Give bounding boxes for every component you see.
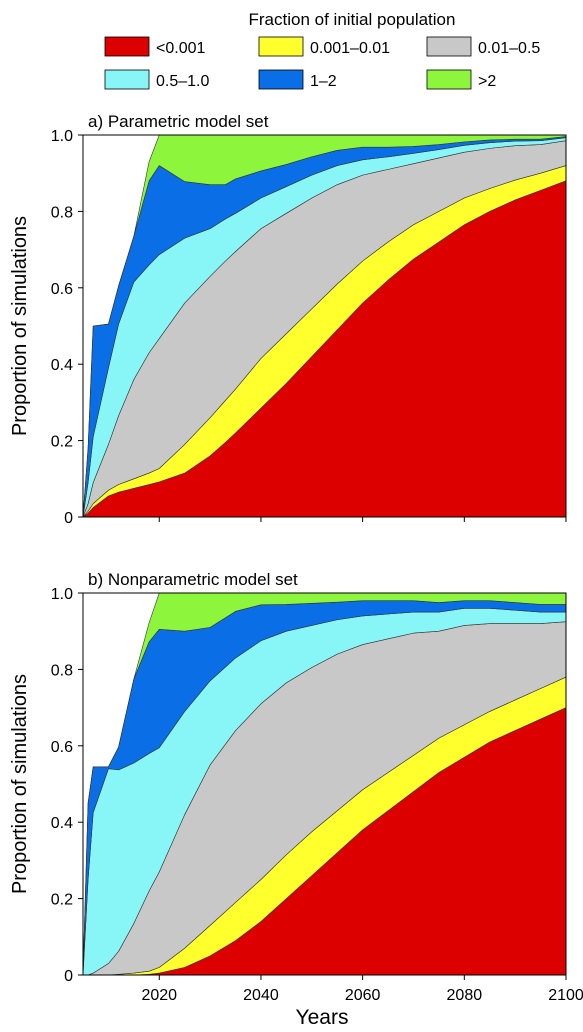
x-tick-label: 2100	[548, 987, 583, 1004]
panel-title: b) Nonparametric model set	[88, 570, 298, 589]
legend-swatch	[104, 36, 150, 57]
y-tick-label: 0.4	[51, 815, 73, 832]
legend: Fraction of initial population <0.001 0.0…	[104, 10, 540, 90]
y-tick-label: 0.6	[51, 281, 73, 298]
x-tick-label: 2080	[447, 987, 483, 1004]
legend-label: 1–2	[310, 73, 337, 90]
legend-label: 0.5–1.0	[156, 73, 209, 90]
y-tick-label: 0.8	[51, 662, 73, 679]
panel-parametric: 0 0.2 0.4 0.6 0.8 1.0 a) Parametric model set P…	[9, 112, 567, 527]
panel-title: a) Parametric model set	[88, 112, 269, 131]
legend-item-lt-0-001: <0.001	[104, 36, 205, 57]
plot-frame	[82, 592, 567, 976]
legend-swatch	[258, 36, 304, 57]
y-tick-label: 0.6	[51, 739, 73, 756]
x-axis: 2020 2040 2060 2080 2100	[141, 975, 583, 1004]
y-tick-label: 0	[64, 510, 73, 527]
y-tick-label: 0.2	[51, 434, 73, 451]
y-tick-label: 0.4	[51, 357, 73, 374]
area-series	[82, 592, 567, 976]
y-axis: 0 0.2 0.4 0.6 0.8 1.0	[51, 586, 83, 985]
y-tick-label: 0	[64, 968, 73, 985]
x-axis	[158, 517, 567, 522]
legend-item-gt-2: >2	[426, 69, 496, 90]
legend-item-0-01-0-5: 0.01–0.5	[426, 36, 540, 57]
y-axis: 0 0.2 0.4 0.6 0.8 1.0	[51, 128, 83, 527]
x-tick-label: 2040	[243, 987, 279, 1004]
legend-item-0-5-1-0: 0.5–1.0	[104, 69, 209, 90]
legend-title: Fraction of initial population	[249, 10, 456, 29]
y-tick-label: 0.8	[51, 204, 73, 221]
legend-swatch	[258, 69, 304, 90]
legend-item-1-2: 1–2	[258, 69, 337, 90]
legend-item-0-001-0-01: 0.001–0.01	[258, 36, 390, 57]
x-axis-label: Years	[296, 1006, 349, 1029]
legend-swatch	[426, 36, 472, 57]
legend-swatch	[104, 69, 150, 90]
y-tick-label: 1.0	[51, 128, 73, 145]
x-tick-label: 2020	[141, 987, 177, 1004]
legend-items: <0.001 0.001–0.01 0.01–0.5 0.5–1.0 1–2 >2	[104, 36, 540, 90]
area-series	[82, 134, 567, 518]
plot-frame	[82, 134, 567, 518]
legend-label: <0.001	[156, 40, 205, 57]
legend-swatch	[426, 69, 472, 90]
y-axis-label: Proportion of simulations	[9, 674, 31, 894]
legend-label: 0.01–0.5	[478, 40, 540, 57]
x-tick-label: 2060	[345, 987, 381, 1004]
legend-label: 0.001–0.01	[310, 40, 390, 57]
y-axis-label: Proportion of simulations	[9, 216, 31, 436]
y-tick-label: 0.2	[51, 892, 73, 909]
y-tick-label: 1.0	[51, 586, 73, 603]
legend-label: >2	[478, 73, 496, 90]
panel-nonparametric: 0 0.2 0.4 0.6 0.8 1.0 2020 2040 2060 2080 2100 b) N…	[9, 570, 583, 1004]
